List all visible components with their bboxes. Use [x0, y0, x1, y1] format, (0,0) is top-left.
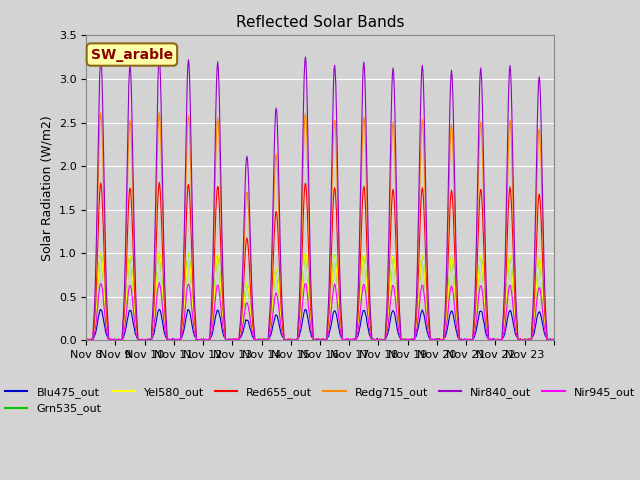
Grn535_out [247, 310, 255, 315]
Nir840_out [223, 336, 231, 342]
Yel580_out [492, 337, 500, 343]
Nir945_out [549, 337, 557, 343]
Nir945_out [156, 280, 163, 286]
Line: Nir840_out: Nir840_out [86, 57, 553, 340]
Nir840_out [260, 337, 268, 343]
Nir840_out [395, 283, 403, 288]
Blu475_out [142, 337, 150, 343]
Nir945_out [137, 337, 145, 343]
Redg715_out [395, 294, 403, 300]
Line: Blu475_out: Blu475_out [86, 310, 553, 340]
Line: Red655_out: Red655_out [86, 182, 553, 340]
Nir840_out [247, 247, 255, 253]
Grn535_out [83, 337, 90, 343]
Title: Reflected Solar Bands: Reflected Solar Bands [236, 15, 404, 30]
Grn535_out [264, 337, 272, 343]
Yel580_out [83, 337, 90, 343]
Blu475_out [156, 307, 163, 312]
Grn535_out [223, 336, 231, 342]
Yel580_out [223, 337, 230, 343]
Blu475_out [224, 337, 232, 343]
Red655_out [369, 337, 376, 343]
Blu475_out [549, 336, 557, 342]
Blu475_out [137, 337, 145, 343]
Nir945_out [247, 323, 255, 329]
Grn535_out [394, 314, 402, 320]
Yel580_out [301, 250, 309, 256]
Red655_out [247, 286, 255, 292]
Redg715_out [156, 109, 163, 115]
Nir840_out [137, 337, 145, 343]
Blu475_out [395, 331, 403, 337]
Redg715_out [549, 337, 557, 343]
Redg715_out [227, 337, 234, 343]
Line: Yel580_out: Yel580_out [86, 253, 553, 340]
Nir945_out [395, 326, 403, 332]
Yel580_out [394, 314, 402, 320]
Nir945_out [265, 335, 273, 340]
Red655_out [264, 337, 272, 343]
Legend: Blu475_out, Grn535_out, Yel580_out, Red655_out, Redg715_out, Nir840_out, Nir945_: Blu475_out, Grn535_out, Yel580_out, Red6… [1, 383, 639, 419]
Grn535_out [156, 250, 163, 256]
Red655_out [223, 337, 231, 343]
Line: Redg715_out: Redg715_out [86, 112, 553, 340]
Redg715_out [265, 326, 273, 332]
Grn535_out [137, 337, 145, 343]
Nir840_out [156, 54, 163, 60]
Yel580_out [549, 337, 557, 343]
Nir840_out [549, 337, 557, 343]
Nir945_out [164, 337, 172, 343]
Blu475_out [83, 337, 90, 343]
Line: Nir945_out: Nir945_out [86, 283, 553, 340]
Yel580_out [264, 337, 271, 343]
Yel580_out [137, 337, 145, 343]
Blu475_out [369, 337, 376, 343]
Red655_out [395, 308, 403, 313]
Redg715_out [247, 281, 255, 287]
Blu475_out [247, 329, 255, 335]
Nir945_out [83, 337, 90, 343]
Nir840_out [369, 337, 376, 343]
Redg715_out [83, 337, 90, 343]
Nir840_out [265, 324, 273, 330]
Red655_out [156, 180, 163, 185]
Red655_out [339, 337, 346, 343]
Nir945_out [224, 337, 232, 343]
Red655_out [137, 337, 145, 343]
Yel580_out [246, 302, 254, 308]
Grn535_out [549, 336, 557, 342]
Grn535_out [431, 337, 439, 343]
Grn535_out [368, 337, 376, 343]
Text: SW_arable: SW_arable [91, 48, 173, 61]
Nir945_out [369, 337, 376, 343]
Yel580_out [368, 337, 376, 343]
Nir840_out [83, 337, 90, 343]
Red655_out [83, 336, 90, 342]
Redg715_out [223, 337, 231, 343]
Blu475_out [265, 336, 273, 341]
Line: Grn535_out: Grn535_out [86, 253, 553, 340]
Redg715_out [369, 337, 376, 343]
Redg715_out [137, 337, 145, 343]
Red655_out [549, 336, 557, 342]
Y-axis label: Solar Radiation (W/m2): Solar Radiation (W/m2) [40, 115, 53, 261]
